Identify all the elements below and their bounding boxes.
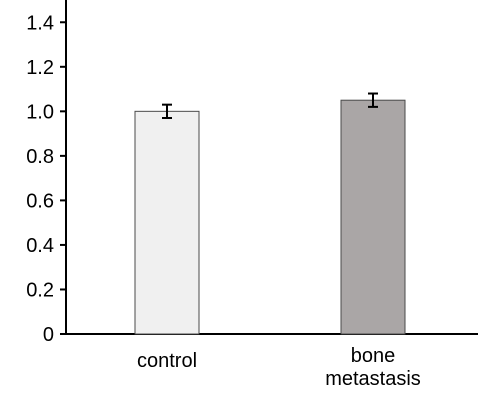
bar-0 <box>134 110 200 335</box>
category-label: metastasis <box>325 368 421 390</box>
bar-1 <box>340 99 406 335</box>
y-tick-label: 0 <box>43 324 54 346</box>
error-bar-1 <box>368 92 378 108</box>
y-tick-label: 0.2 <box>26 279 54 301</box>
y-tick-label: 0.6 <box>26 190 54 212</box>
y-tick-label: 1.4 <box>26 12 54 34</box>
y-tick-label: 1.2 <box>26 57 54 79</box>
y-tick-label: 1.0 <box>26 101 54 123</box>
y-tick-label: 0.8 <box>26 146 54 168</box>
category-label: control <box>137 350 197 372</box>
category-label: bone <box>351 345 396 367</box>
y-axis: 0 0.2 0.4 0.6 0.8 1.0 1.2 1.4 <box>26 0 67 346</box>
y-tick-label: 0.4 <box>26 235 54 257</box>
bars <box>134 99 406 335</box>
error-bars <box>162 92 378 120</box>
error-bar-0 <box>162 103 172 120</box>
